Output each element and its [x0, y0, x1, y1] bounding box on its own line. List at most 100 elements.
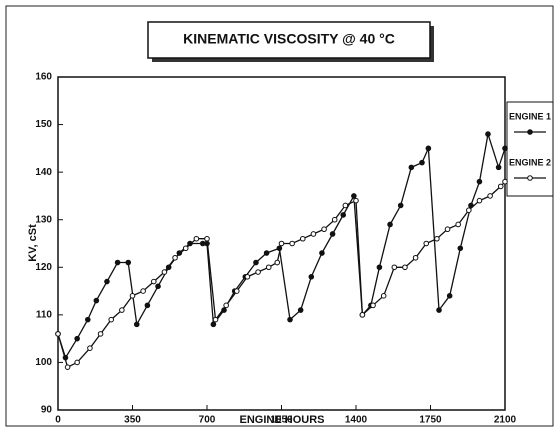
- data-point: [204, 235, 210, 242]
- data-point: [487, 193, 493, 199]
- data-point: [150, 278, 157, 285]
- data-point: [263, 250, 270, 256]
- y-tick-label: 100: [35, 357, 52, 368]
- data-point: [436, 307, 442, 313]
- data-point: [387, 221, 393, 228]
- data-point: [342, 202, 349, 209]
- data-point: [408, 164, 415, 171]
- data-point: [193, 235, 200, 242]
- legend-marker: [527, 175, 533, 181]
- data-point: [278, 240, 285, 247]
- x-tick-label: 350: [124, 415, 141, 426]
- data-point: [119, 307, 125, 313]
- data-point: [359, 312, 366, 318]
- data-point: [340, 212, 347, 218]
- data-point: [64, 364, 71, 370]
- y-tick-label: 140: [35, 167, 52, 178]
- x-tick-label: 1400: [345, 415, 368, 426]
- chart-title: KINEMATIC VISCOSITY @ 40 °C: [183, 31, 395, 47]
- data-point: [161, 269, 168, 275]
- data-point: [419, 159, 425, 166]
- data-point: [97, 331, 104, 337]
- data-point: [93, 297, 100, 304]
- data-point: [74, 335, 80, 342]
- data-point: [425, 145, 432, 152]
- data-point: [244, 274, 251, 280]
- data-point: [466, 207, 472, 213]
- y-tick-label: 160: [35, 72, 52, 83]
- data-point: [223, 302, 229, 309]
- data-point: [391, 264, 398, 271]
- data-point: [351, 193, 357, 199]
- data-point: [397, 202, 404, 209]
- data-point: [331, 216, 338, 223]
- data-point: [423, 240, 430, 247]
- x-tick-label: 1050: [270, 415, 293, 426]
- series-line: [57, 181, 506, 369]
- data-point: [376, 264, 383, 271]
- data-point: [353, 197, 359, 204]
- x-tick-label: 2100: [494, 415, 517, 426]
- legend-label: ENGINE 1: [509, 111, 551, 121]
- data-point: [299, 235, 306, 242]
- data-point: [446, 293, 453, 299]
- data-point: [210, 321, 217, 328]
- data-point: [253, 259, 259, 266]
- data-point: [176, 250, 183, 256]
- data-point: [133, 321, 140, 328]
- data-point: [476, 197, 483, 204]
- x-tick-label: 700: [199, 415, 216, 426]
- data-point: [495, 164, 502, 171]
- data-point: [434, 235, 440, 242]
- y-tick-label: 90: [41, 405, 53, 416]
- legend-marker: [527, 129, 533, 135]
- data-point: [485, 131, 491, 137]
- data-point: [329, 231, 336, 237]
- data-point: [289, 240, 295, 247]
- data-point: [310, 231, 317, 237]
- y-axis-label: KV, cSt: [27, 224, 39, 262]
- data-point: [497, 183, 504, 190]
- data-point: [140, 288, 146, 294]
- data-point: [85, 316, 91, 323]
- data-point: [370, 302, 376, 309]
- data-point: [255, 269, 261, 275]
- data-point: [455, 221, 461, 228]
- frame: [5, 5, 554, 427]
- data-point: [402, 264, 408, 271]
- data-point: [212, 316, 219, 323]
- data-point: [182, 245, 189, 252]
- y-tick-label: 130: [35, 214, 52, 225]
- x-tick-label: 0: [55, 415, 61, 426]
- data-point: [380, 293, 387, 299]
- data-point: [308, 274, 315, 280]
- data-point: [502, 178, 508, 185]
- data-point: [287, 316, 293, 323]
- data-point: [457, 245, 464, 252]
- data-point: [274, 259, 281, 266]
- data-point: [104, 278, 110, 285]
- data-point: [476, 178, 483, 185]
- data-point: [172, 254, 178, 261]
- data-point: [297, 307, 304, 313]
- data-point: [234, 288, 240, 294]
- y-tick-label: 110: [36, 309, 53, 320]
- data-point: [87, 345, 93, 351]
- legend-label: ENGINE 2: [509, 157, 551, 167]
- data-point: [144, 302, 151, 309]
- data-point: [444, 226, 451, 233]
- data-point: [502, 145, 508, 152]
- data-point: [319, 250, 325, 256]
- data-point: [74, 359, 80, 366]
- x-axis-label: ENGINE HOURS: [240, 414, 325, 426]
- data-point: [114, 259, 121, 266]
- data-point: [412, 254, 419, 261]
- x-tick-label: 1750: [419, 415, 442, 426]
- title-box: [147, 21, 431, 59]
- data-point: [155, 283, 161, 290]
- data-point: [108, 316, 115, 323]
- data-point: [265, 264, 272, 271]
- data-point: [129, 293, 136, 299]
- y-tick-label: 120: [35, 262, 52, 273]
